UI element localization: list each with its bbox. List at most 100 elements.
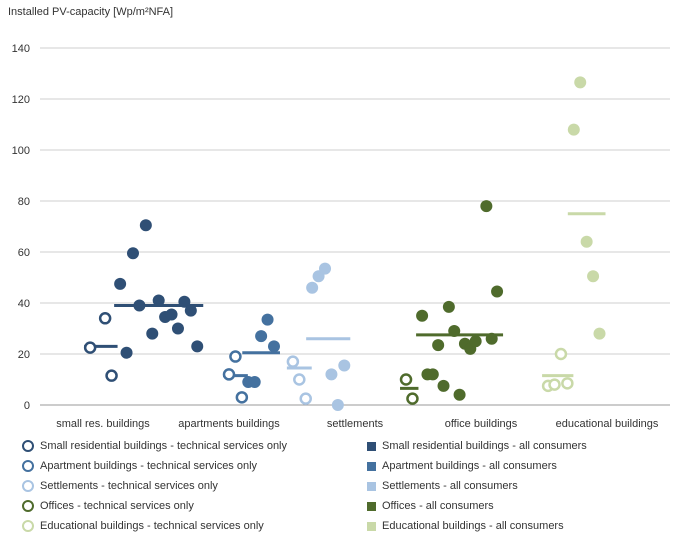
data-point <box>399 373 413 386</box>
legend-label: Apartment buildings - technical services… <box>40 460 258 472</box>
data-point <box>255 330 268 343</box>
y-tick-label: 120 <box>12 94 30 106</box>
legend-item: Apartment buildings - all consumers <box>367 460 557 472</box>
data-point <box>191 340 204 353</box>
data-point <box>293 373 306 386</box>
legend-item: Educational buildings - all consumers <box>367 520 564 532</box>
y-tick-label: 20 <box>18 349 30 361</box>
data-point <box>261 313 274 326</box>
y-tick-label: 40 <box>18 298 30 310</box>
legend-item: Small residential buildings - all consum… <box>367 440 587 452</box>
data-point <box>485 332 498 345</box>
data-point <box>426 368 439 381</box>
data-point <box>184 304 197 317</box>
data-point <box>229 350 242 363</box>
data-point <box>222 368 236 381</box>
data-point <box>469 335 482 348</box>
legend-label: Educational buildings - technical servic… <box>40 520 264 532</box>
data-point <box>126 247 139 260</box>
y-tick-labels: 0 20 40 60 80 100 120 140 <box>12 43 30 412</box>
data-point <box>491 285 504 298</box>
x-category-label: educational buildings <box>556 418 659 430</box>
data-point <box>267 340 280 353</box>
legend-label: Educational buildings - all consumers <box>382 520 564 532</box>
data-point <box>133 299 146 312</box>
y-tick-label: 140 <box>12 43 30 55</box>
legend-label: Settlements - technical services only <box>40 480 218 492</box>
legend-item: Offices - technical services only <box>22 500 194 512</box>
x-category-labels: small res. buildings apartments buildings… <box>56 418 659 430</box>
data-point <box>325 368 338 381</box>
data-point <box>165 308 178 321</box>
legend-open-circle-marker <box>22 520 34 532</box>
legend-label: Offices - all consumers <box>382 500 494 512</box>
data-point <box>338 359 351 372</box>
data-point <box>120 346 133 359</box>
data-point <box>574 76 587 89</box>
data-point <box>105 369 118 382</box>
y-tick-label: 0 <box>24 400 30 412</box>
legend-label: Settlements - all consumers <box>382 480 518 492</box>
y-tick-label: 100 <box>12 145 30 157</box>
data-point <box>299 392 312 405</box>
data-point <box>561 377 574 390</box>
legend-label: Apartment buildings - all consumers <box>382 460 557 472</box>
data-point <box>567 123 580 136</box>
data-point <box>437 379 450 392</box>
legend-filled-square-marker <box>367 501 376 511</box>
data-point <box>178 295 191 308</box>
data-point <box>146 327 159 340</box>
data-point <box>416 309 429 322</box>
legend-item: Apartment buildings - technical services… <box>22 460 257 472</box>
data-point <box>286 355 300 368</box>
legend-filled-square-marker <box>367 481 376 491</box>
x-category-label: small res. buildings <box>56 418 150 430</box>
data-point <box>331 399 344 411</box>
legend-filled-square-marker <box>367 521 376 531</box>
legend-open-circle-marker <box>22 440 34 452</box>
data-point <box>432 339 445 352</box>
legend-item: Settlements - technical services only <box>22 480 218 492</box>
data-point <box>453 388 466 401</box>
legend-item: Offices - all consumers <box>367 500 494 512</box>
y-axis-label: Installed PV-capacity [Wp/m²NFA] <box>8 6 174 18</box>
y-tick-label: 80 <box>18 196 30 208</box>
legend-item: Educational buildings - technical servic… <box>22 520 264 532</box>
legend-label: Offices - technical services only <box>40 500 194 512</box>
data-point <box>114 277 127 290</box>
legend-filled-square-marker <box>367 461 376 471</box>
data-point <box>139 219 152 232</box>
data-point <box>548 378 561 391</box>
x-category-label: office buildings <box>445 418 518 430</box>
data-point <box>448 325 461 338</box>
data-point <box>480 200 493 213</box>
legend-label: Small residential buildings - technical … <box>40 440 288 452</box>
data-point <box>406 392 419 405</box>
y-tick-label: 60 <box>18 247 30 259</box>
x-category-label: settlements <box>327 418 384 430</box>
data-point <box>235 391 249 404</box>
legend-item: Settlements - all consumers <box>367 480 518 492</box>
data-point <box>580 235 593 248</box>
data-point <box>171 322 184 335</box>
legend-filled-square-marker <box>367 441 376 451</box>
data-point <box>587 270 600 283</box>
x-category-label: apartments buildings <box>178 418 280 430</box>
data-point <box>83 341 97 354</box>
legend-open-circle-marker <box>22 500 34 512</box>
data-point <box>306 281 319 294</box>
legend-open-circle-marker <box>22 460 34 472</box>
data-point <box>554 347 568 361</box>
data-point <box>319 262 332 275</box>
data-point <box>442 300 455 313</box>
gridlines <box>40 47 670 406</box>
legend-open-circle-marker <box>22 480 34 492</box>
data-point <box>98 312 112 325</box>
legend-label: Small residential buildings - all consum… <box>382 440 587 452</box>
data-points <box>83 76 606 411</box>
legend-item: Small residential buildings - technical … <box>22 440 287 452</box>
data-point <box>152 294 165 307</box>
data-point <box>248 376 261 389</box>
data-point <box>593 327 606 340</box>
